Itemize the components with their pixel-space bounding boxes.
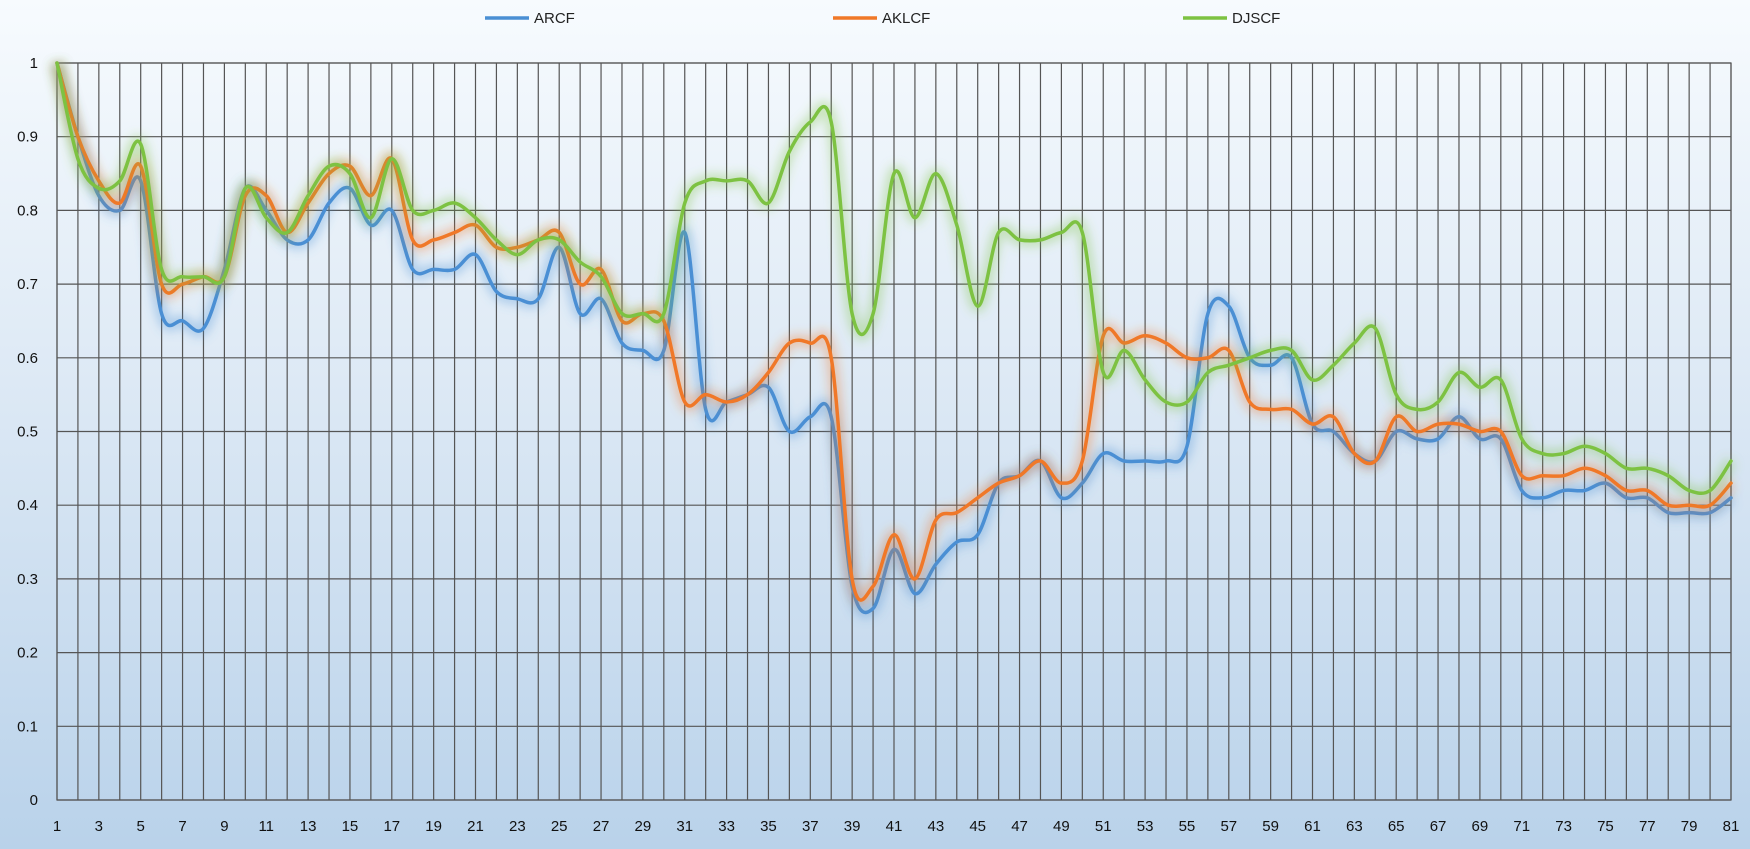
x-tick-label: 13 <box>300 818 317 835</box>
x-tick-label: 47 <box>1011 818 1028 835</box>
x-tick-label: 21 <box>467 818 484 835</box>
x-tick-label: 43 <box>928 818 945 835</box>
x-tick-label: 69 <box>1472 818 1489 835</box>
x-tick-label: 35 <box>760 818 777 835</box>
x-tick-label: 9 <box>220 818 228 835</box>
x-tick-label: 3 <box>95 818 103 835</box>
x-tick-label: 55 <box>1179 818 1196 835</box>
legend-item-djscf: DJSCF <box>1183 10 1280 27</box>
y-tick-label: 0.2 <box>17 645 38 662</box>
x-tick-label: 11 <box>258 818 274 835</box>
x-tick-label: 57 <box>1220 818 1237 835</box>
y-tick-label: 0.3 <box>17 571 38 588</box>
x-tick-label: 7 <box>178 818 186 835</box>
x-tick-label: 65 <box>1388 818 1405 835</box>
legend-item-arcf: ARCF <box>485 10 575 27</box>
y-tick-label: 0 <box>30 792 38 809</box>
x-tick-label: 19 <box>425 818 442 835</box>
y-tick-label: 0.7 <box>17 276 38 293</box>
y-tick-label: 0.8 <box>17 202 38 219</box>
y-tick-label: 0.4 <box>17 497 38 514</box>
x-tick-label: 5 <box>137 818 145 835</box>
legend-label-djscf: DJSCF <box>1232 10 1280 27</box>
x-tick-label: 53 <box>1137 818 1154 835</box>
y-tick-label: 0.6 <box>17 350 38 367</box>
x-axis-ticks: 1 3 5 7 9 11 13 15 17 19 21 23 25 27 29 31 33 35 37 39 41 43 4… <box>53 818 1740 835</box>
x-tick-label: 63 <box>1346 818 1363 835</box>
x-tick-label: 33 <box>718 818 735 835</box>
x-tick-label: 51 <box>1095 818 1112 835</box>
x-tick-label: 17 <box>383 818 400 835</box>
legend-item-aklcf: AKLCF <box>833 10 930 27</box>
grid <box>56 62 1732 801</box>
x-tick-label: 1 <box>53 818 61 835</box>
x-tick-label: 25 <box>551 818 568 835</box>
x-tick-label: 27 <box>593 818 610 835</box>
x-tick-label: 79 <box>1681 818 1698 835</box>
series-lines <box>51 61 1737 619</box>
x-tick-label: 75 <box>1597 818 1614 835</box>
x-tick-label: 15 <box>342 818 359 835</box>
y-tick-label: 0.1 <box>17 718 38 735</box>
x-tick-label: 49 <box>1053 818 1070 835</box>
x-tick-label: 37 <box>802 818 819 835</box>
x-tick-label: 67 <box>1430 818 1447 835</box>
legend: ARCF AKLCF DJSCF <box>485 10 1280 27</box>
y-tick-label: 1 <box>30 55 38 72</box>
x-tick-label: 23 <box>509 818 526 835</box>
legend-label-arcf: ARCF <box>534 10 575 27</box>
x-tick-label: 59 <box>1262 818 1279 835</box>
x-tick-label: 29 <box>635 818 652 835</box>
y-axis-ticks: 0 0.1 0.2 0.3 0.4 0.5 0.6 0.7 0.8 0.9 1 <box>17 55 38 809</box>
series-line-djscf <box>55 61 1733 496</box>
y-tick-label: 0.5 <box>17 424 38 441</box>
x-tick-label: 31 <box>676 818 693 835</box>
x-tick-label: 61 <box>1304 818 1321 835</box>
x-tick-label: 77 <box>1639 818 1656 835</box>
legend-label-aklcf: AKLCF <box>882 10 930 27</box>
x-tick-label: 45 <box>969 818 986 835</box>
x-tick-label: 41 <box>886 818 903 835</box>
y-tick-label: 0.9 <box>17 129 38 146</box>
x-tick-label: 73 <box>1555 818 1572 835</box>
x-tick-label: 39 <box>844 818 861 835</box>
x-tick-label: 81 <box>1723 818 1740 835</box>
series-line-arcf <box>55 61 1733 615</box>
x-tick-label: 71 <box>1513 818 1530 835</box>
